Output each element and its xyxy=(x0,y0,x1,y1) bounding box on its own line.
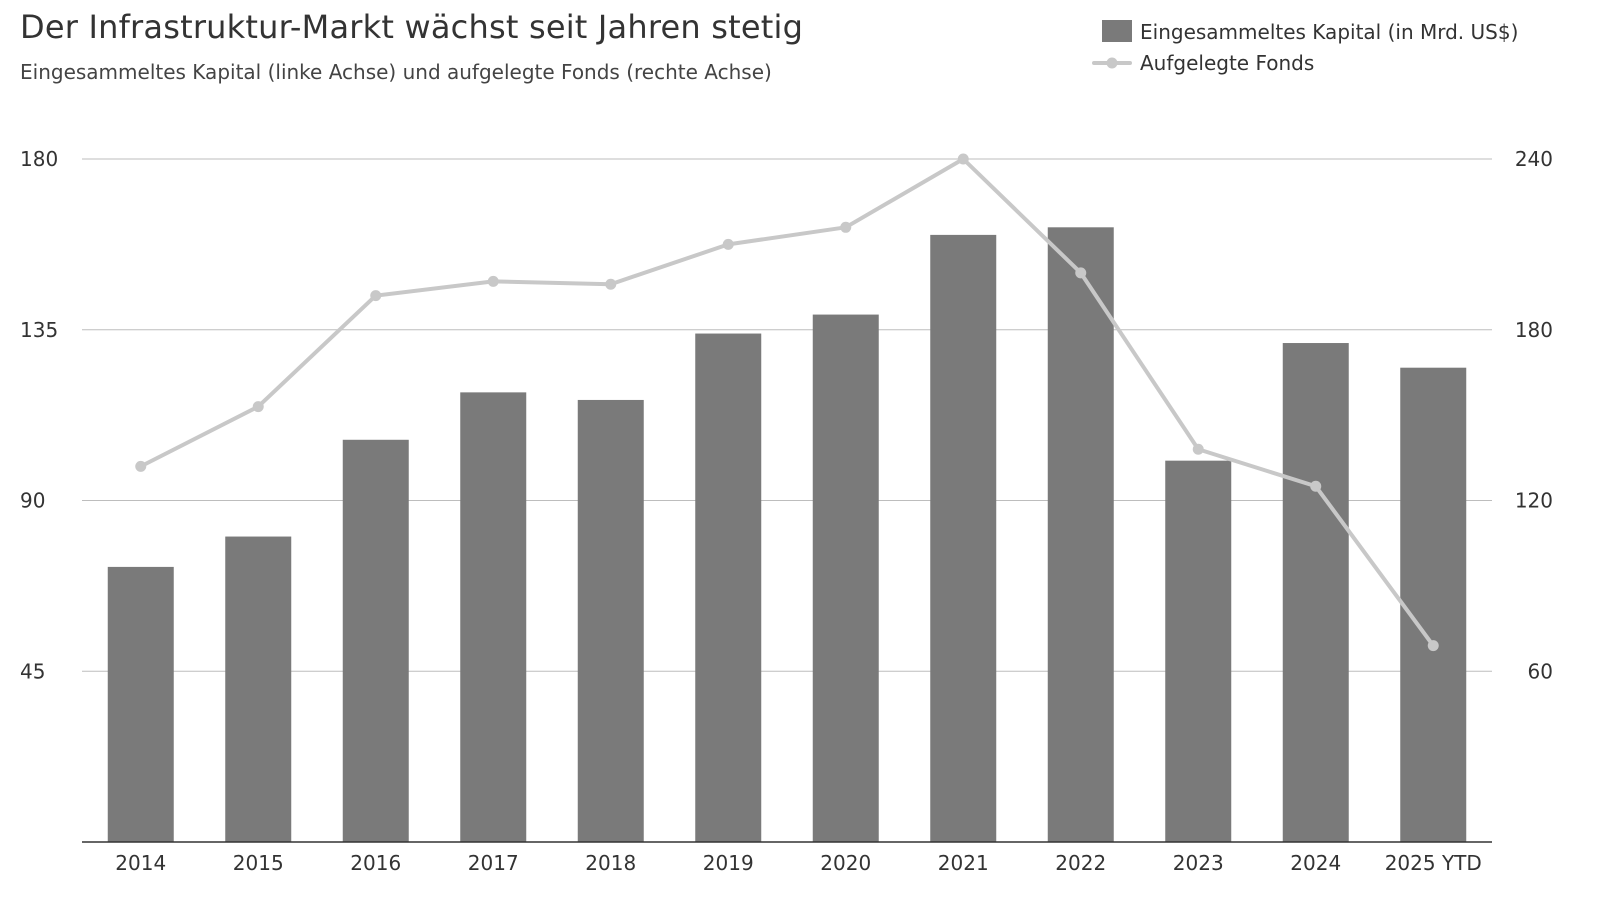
y-right-tick-label: 180 xyxy=(1515,318,1553,342)
line-point xyxy=(1192,443,1204,455)
axes: 45 90 135 180 60 120 180 240 2014 2015 2016 2017 201… xyxy=(20,147,1553,875)
y-right-tick-label: 240 xyxy=(1515,147,1553,171)
chart-title: Der Infrastruktur-Markt wächst seit Jahr… xyxy=(20,8,804,46)
gridlines xyxy=(82,158,1492,672)
x-tick-label: 2014 xyxy=(115,851,166,875)
y-left-tick-label: 90 xyxy=(20,489,45,513)
line-point xyxy=(957,153,969,165)
x-tick-label: 2022 xyxy=(1055,851,1106,875)
x-tick-label: 2018 xyxy=(585,851,636,875)
line-point xyxy=(605,278,617,290)
bar xyxy=(577,399,644,842)
y-right-tick-label: 60 xyxy=(1528,659,1553,683)
x-tick-label: 2020 xyxy=(820,851,871,875)
line-point xyxy=(1310,480,1322,492)
line-series xyxy=(135,153,1439,652)
line-point xyxy=(1075,267,1087,279)
x-tick-label: 2019 xyxy=(703,851,754,875)
x-tick-label: 2025 YTD xyxy=(1385,851,1482,875)
line-point xyxy=(1427,640,1439,652)
line-point xyxy=(252,401,264,413)
bar xyxy=(930,234,997,842)
bar xyxy=(342,439,409,842)
x-tick-label: 2021 xyxy=(938,851,989,875)
x-tick-label: 2017 xyxy=(468,851,519,875)
bar xyxy=(107,566,174,842)
chart-subtitle: Eingesammeltes Kapital (linke Achse) und… xyxy=(20,60,772,84)
y-left-tick-label: 180 xyxy=(20,147,58,171)
x-tick-label: 2023 xyxy=(1173,851,1224,875)
series-line-aufgelegte-fonds xyxy=(138,157,1436,648)
legend: Eingesammeltes Kapital (in Mrd. US$) Aufg… xyxy=(1092,20,1518,75)
y-right-tick-label: 120 xyxy=(1515,489,1553,513)
legend-marker-line xyxy=(1106,57,1118,69)
line-point xyxy=(487,275,499,287)
bar xyxy=(460,392,527,842)
line-point xyxy=(722,238,734,250)
y-left-tick-label: 135 xyxy=(20,318,58,342)
legend-swatch-bar xyxy=(1102,20,1132,42)
x-tick-label: 2016 xyxy=(350,851,401,875)
y-left-tick-label: 45 xyxy=(20,659,45,683)
line-point xyxy=(370,290,382,302)
legend-label-line: Aufgelegte Fonds xyxy=(1140,51,1314,75)
bar xyxy=(225,536,292,842)
bar xyxy=(1165,460,1232,842)
legend-label-bar: Eingesammeltes Kapital (in Mrd. US$) xyxy=(1140,20,1518,44)
x-tick-label: 2024 xyxy=(1290,851,1341,875)
bar xyxy=(812,314,879,842)
bar xyxy=(1400,367,1467,842)
bar xyxy=(1282,343,1349,842)
bar xyxy=(1047,227,1114,843)
line-point xyxy=(840,221,852,233)
bar-series xyxy=(107,227,1467,843)
line-point xyxy=(135,460,147,472)
x-tick-label: 2015 xyxy=(233,851,284,875)
bar xyxy=(695,333,762,842)
